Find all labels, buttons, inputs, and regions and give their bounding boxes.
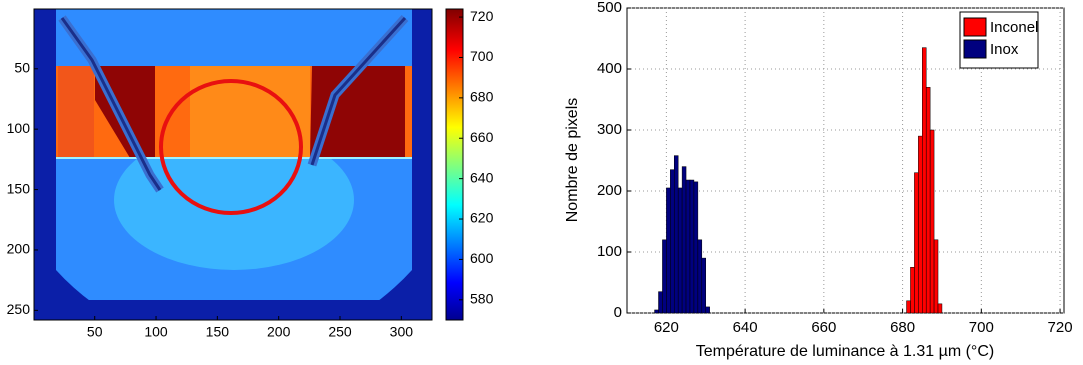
bar — [933, 239, 939, 314]
x-tick-label: 150 — [206, 324, 230, 340]
y-tick-label: 500 — [597, 0, 622, 16]
colorbar-tick-label: 720 — [470, 8, 494, 24]
y-tick-label: 200 — [7, 241, 31, 257]
x-tick-label: 200 — [267, 324, 291, 340]
bar — [689, 179, 695, 314]
bar — [666, 187, 671, 314]
y-tick-label: 300 — [597, 121, 622, 138]
legend-swatch — [963, 17, 987, 37]
x-tick-label: 100 — [144, 324, 168, 340]
thermal-image — [34, 9, 432, 320]
bar — [910, 267, 915, 314]
colorbar-tick-label: 600 — [470, 250, 494, 266]
bar — [658, 291, 663, 314]
y-tick-label: 50 — [14, 59, 30, 75]
colorbar-tick-label: 680 — [470, 89, 494, 105]
bar — [929, 129, 935, 314]
legend-swatch — [963, 39, 987, 59]
image-frame — [33, 8, 433, 321]
bar — [906, 300, 911, 314]
colorbar-tick-label: 700 — [470, 48, 494, 64]
bar — [925, 87, 931, 314]
bar — [693, 181, 699, 314]
plot-frame — [626, 7, 1065, 314]
colorbar-tick-label: 580 — [470, 291, 494, 307]
bar — [701, 257, 706, 314]
bar — [914, 172, 919, 314]
y-tick-label: 100 — [7, 120, 31, 136]
bar — [705, 306, 710, 314]
y-axis-label: Nombre de pixels — [564, 98, 581, 223]
colorbar — [445, 8, 464, 321]
x-tick-label: 680 — [890, 319, 915, 336]
bar — [673, 155, 679, 314]
y-tick-label: 400 — [597, 60, 622, 77]
x-tick-label: 720 — [1048, 319, 1073, 336]
bar — [937, 303, 943, 314]
x-tick-label: 620 — [654, 319, 679, 336]
legend-label: Inconel — [990, 19, 1038, 36]
bar — [654, 309, 659, 314]
y-tick-label: 250 — [7, 301, 31, 317]
bar — [681, 166, 687, 314]
x-tick-label: 300 — [390, 324, 414, 340]
x-tick-label: 660 — [811, 319, 836, 336]
x-tick-label: 250 — [328, 324, 352, 340]
x-tick-label: 700 — [969, 319, 994, 336]
y-tick-label: 200 — [597, 182, 622, 199]
colorbar-tick-label: 620 — [470, 210, 494, 226]
bar — [918, 135, 923, 314]
y-tick-label: 150 — [7, 180, 31, 196]
bar — [677, 187, 683, 314]
x-tick-label: 50 — [87, 324, 103, 340]
x-tick-label: 640 — [733, 319, 758, 336]
bar — [662, 239, 667, 314]
colorbar-tick-label: 660 — [470, 129, 494, 145]
y-tick-label: 0 — [614, 304, 622, 321]
bar — [685, 179, 691, 314]
x-axis-label: Température de luminance à 1.31 µm (°C) — [696, 343, 994, 360]
legend-label: Inox — [990, 41, 1019, 58]
bar — [670, 169, 675, 314]
colorbar-tick-label: 640 — [470, 169, 494, 185]
legend: Inconel Inox — [959, 11, 1039, 69]
bar — [922, 47, 927, 314]
y-tick-label: 100 — [597, 243, 622, 260]
bar — [697, 239, 703, 314]
